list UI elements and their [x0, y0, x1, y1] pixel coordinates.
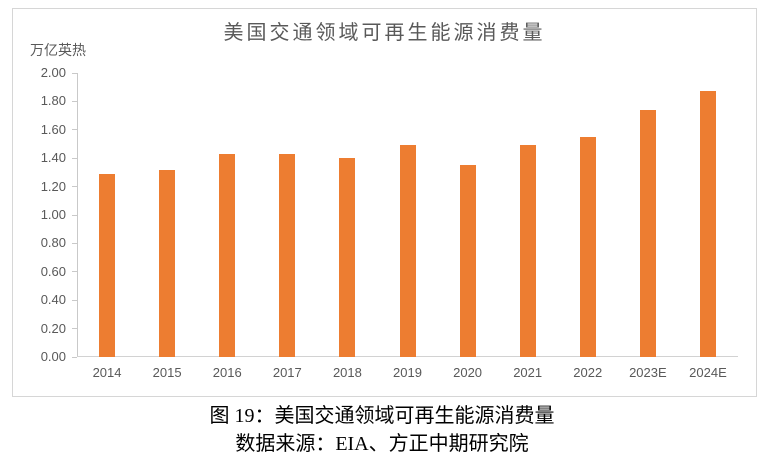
chart-frame: 美国交通领域可再生能源消费量 万亿英热 0.00 0.20 0.40 0.60 0.80… — [12, 8, 757, 397]
y-tick — [72, 299, 77, 301]
caption-title: 图 19：美国交通领域可再生能源消费量 — [209, 405, 555, 427]
y-tick — [72, 214, 77, 216]
bar-2014 — [99, 173, 116, 357]
bar-2022 — [579, 136, 596, 357]
y-axis-unit-label: 万亿英热 — [30, 42, 86, 58]
bar-2023E — [639, 109, 656, 357]
y-tick — [72, 356, 77, 358]
y-tick-label: 1.40 — [40, 150, 66, 166]
y-tick-label: 0.20 — [40, 320, 66, 336]
x-label-2020: 2020 — [453, 365, 483, 380]
caption-source: 数据来源：EIA、方正中期研究院 — [235, 433, 529, 455]
y-tick — [72, 72, 77, 74]
y-tick — [72, 157, 77, 159]
x-label-2018: 2018 — [332, 365, 362, 380]
y-tick — [72, 186, 77, 188]
bar-2016 — [219, 153, 236, 357]
plot-area: 0.00 0.20 0.40 0.60 0.80 1.00 1.20 1.40 1.60 1.80… — [41, 65, 738, 380]
bar-2015 — [159, 169, 176, 357]
bar-2018 — [339, 158, 356, 357]
bar-2024E — [699, 91, 716, 357]
y-axis-line — [77, 73, 78, 357]
y-tick-label: 1.60 — [40, 121, 66, 137]
x-label-2024E: 2024E — [689, 365, 727, 380]
y-tick — [72, 328, 77, 330]
bar-2020 — [459, 165, 476, 357]
chart-title: 美国交通领域可再生能源消费量 — [223, 22, 546, 44]
y-tick-label: 1.80 — [40, 93, 66, 109]
y-tick-label: 0.80 — [40, 235, 66, 251]
y-tick-label: 1.00 — [40, 207, 66, 222]
x-label-2019: 2019 — [393, 365, 422, 380]
x-label-2021: 2021 — [513, 365, 543, 380]
y-tick-label: 2.00 — [40, 65, 66, 80]
y-tick-label: 0.60 — [40, 263, 66, 279]
x-label-2014: 2014 — [92, 365, 122, 380]
y-tick-label: 0.40 — [40, 292, 66, 308]
y-tick — [72, 242, 77, 244]
y-tick — [72, 271, 77, 273]
x-label-2023E: 2023E — [629, 365, 667, 380]
y-tick — [72, 100, 77, 102]
figure-caption: 图 19：美国交通领域可再生能源消费量 数据来源：EIA、方正中期研究院 — [0, 402, 764, 458]
bar-2019 — [399, 145, 416, 357]
x-label-2015: 2015 — [152, 365, 182, 380]
bar-2017 — [279, 153, 296, 357]
x-label-2016: 2016 — [212, 365, 242, 380]
x-label-2017: 2017 — [272, 365, 302, 380]
x-label-2022: 2022 — [573, 365, 603, 380]
y-tick-label: 0.00 — [40, 349, 66, 364]
y-tick — [72, 129, 77, 131]
bar-2021 — [519, 145, 536, 357]
y-tick-label: 1.20 — [40, 178, 66, 194]
